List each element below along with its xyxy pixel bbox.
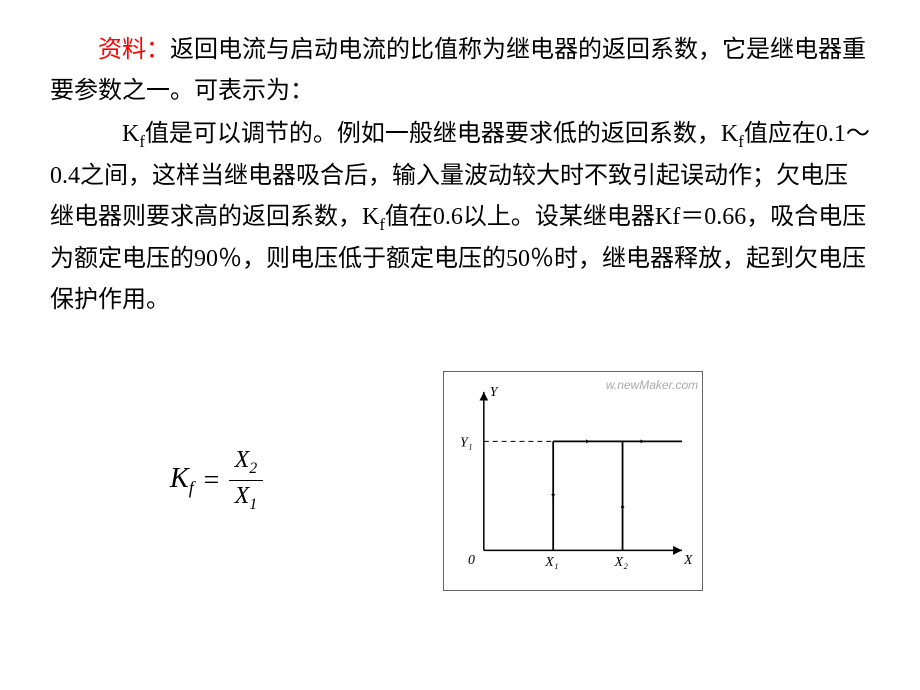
p2-k: K xyxy=(122,121,139,147)
formula-fraction: X2 X1 xyxy=(229,447,263,514)
para1-text: 返回电流与启动电流的比值称为继电器的返回系数，它是继电器重要参数之一。可表示为： xyxy=(50,37,866,104)
svg-text:0: 0 xyxy=(468,553,475,568)
svg-text:Y: Y xyxy=(490,384,499,399)
svg-text:X₁: X₁ xyxy=(544,555,558,570)
svg-text:Y₁: Y₁ xyxy=(460,435,473,450)
chart-svg: Y X 0 Y₁ X₁ X₂ xyxy=(444,372,702,590)
paragraph-1: 资料：返回电流与启动电流的比值称为继电器的返回系数，它是继电器重要参数之一。可表… xyxy=(50,30,870,112)
paragraph-2: Kf值是可以调节的。例如一般继电器要求低的返回系数，Kf值应在0.1～0.4之间… xyxy=(50,114,870,321)
formula-K-sub: f xyxy=(189,477,194,497)
hysteresis-chart: w.newMaker.com Y X 0 Y₁ X₁ X₂ xyxy=(443,371,703,591)
formula-K: K xyxy=(170,463,189,494)
formula-lhs: Kf xyxy=(170,463,194,499)
formula-eq: = xyxy=(202,465,221,497)
highlight-label: 资料： xyxy=(98,37,170,63)
num-X: X xyxy=(235,447,250,473)
watermark-text: w.newMaker.com xyxy=(606,378,698,392)
den-X: X xyxy=(235,483,250,509)
svg-text:X₂: X₂ xyxy=(614,555,628,570)
num-sub: 2 xyxy=(249,460,257,477)
den-sub: 1 xyxy=(249,496,257,513)
slide-content: 资料：返回电流与启动电流的比值称为继电器的返回系数，它是继电器重要参数之一。可表… xyxy=(50,30,870,321)
svg-text:X: X xyxy=(683,553,693,568)
formula-den: X1 xyxy=(229,481,263,514)
formula-num: X2 xyxy=(229,447,263,481)
formula: Kf = X2 X1 xyxy=(170,447,263,514)
formula-row: Kf = X2 X1 w.newMaker.com YX0Y₁X₁X₂ xyxy=(50,371,870,591)
p2-c1: 值是可以调节的。例如一般继电器要求低的返回系数，K xyxy=(145,121,738,147)
